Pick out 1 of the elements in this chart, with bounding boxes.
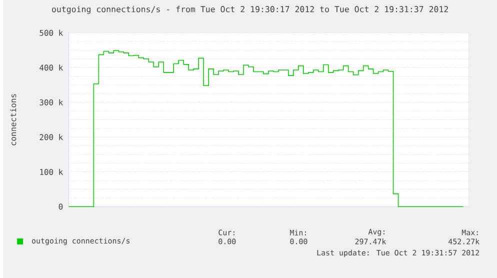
chart-title: outgoing connections/s - from Tue Oct 2 19:30:17 2012 to Tue Oct 2 19:31:37 2012 <box>52 6 448 14</box>
